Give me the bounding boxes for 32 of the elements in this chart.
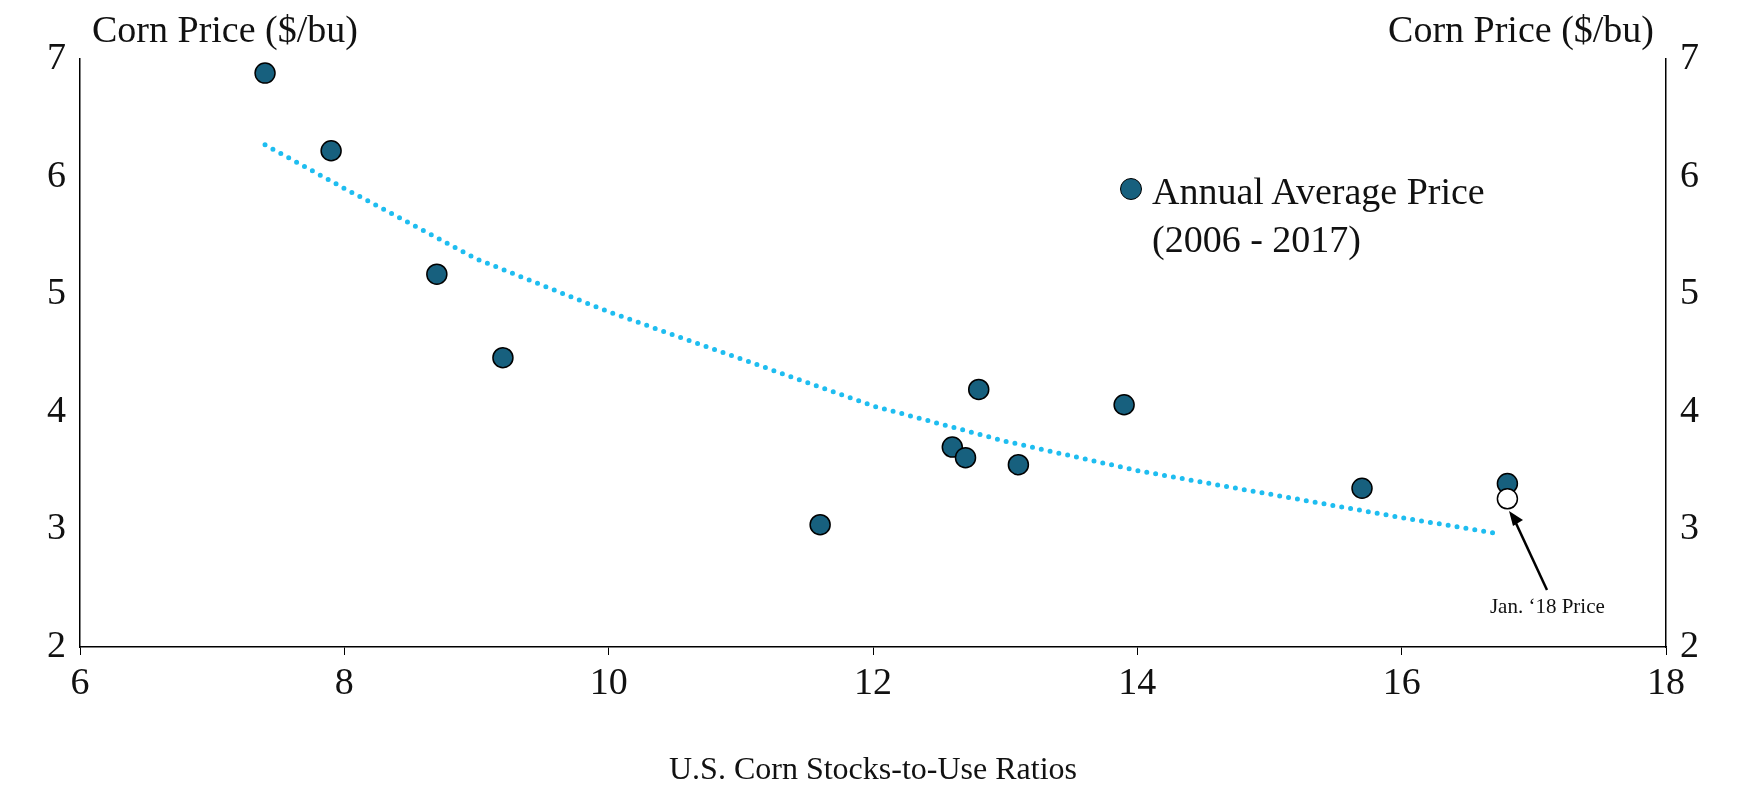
- point: [809, 513, 831, 536]
- y2-tick-label: 4: [1680, 387, 1699, 430]
- y-tick-label: 2: [47, 622, 66, 665]
- x-tick-label: 14: [1118, 659, 1157, 702]
- point: [1496, 488, 1519, 510]
- annotation: Jan. ‘18 Price: [1489, 593, 1605, 619]
- y2-tick-label: 5: [1680, 270, 1699, 313]
- y2-tick-label: 7: [1680, 34, 1699, 77]
- point: [492, 346, 514, 369]
- point: [254, 62, 276, 84]
- point: [426, 263, 448, 285]
- y-tick-label: 4: [47, 387, 66, 430]
- y-tick-label: 5: [47, 270, 66, 313]
- y-axis-title: Corn Price ($/bu): [92, 7, 358, 51]
- x-tick-label: 12: [854, 659, 892, 702]
- x-tick-label: 8: [334, 659, 354, 702]
- point: [967, 378, 990, 401]
- point: [1007, 453, 1030, 476]
- y2-tick-label: 3: [1680, 505, 1699, 548]
- point: [1351, 477, 1373, 499]
- point: [1113, 393, 1135, 416]
- legend-label: Annual Average Price (2006 - 2017): [1152, 169, 1486, 262]
- x-axis-title: U.S. Corn Stocks-to-Use Ratios: [669, 750, 1077, 787]
- y2-axis-title: Corn Price ($/bu): [1388, 7, 1654, 51]
- point: [320, 139, 342, 162]
- y-tick-label: 7: [47, 34, 66, 77]
- y2-tick-label: 6: [1680, 152, 1699, 195]
- y-tick-label: 3: [47, 505, 66, 548]
- x-tick-label: 10: [589, 659, 628, 702]
- y-tick-label: 6: [47, 152, 66, 195]
- x-tick-label: 16: [1382, 659, 1421, 702]
- point: [954, 446, 977, 469]
